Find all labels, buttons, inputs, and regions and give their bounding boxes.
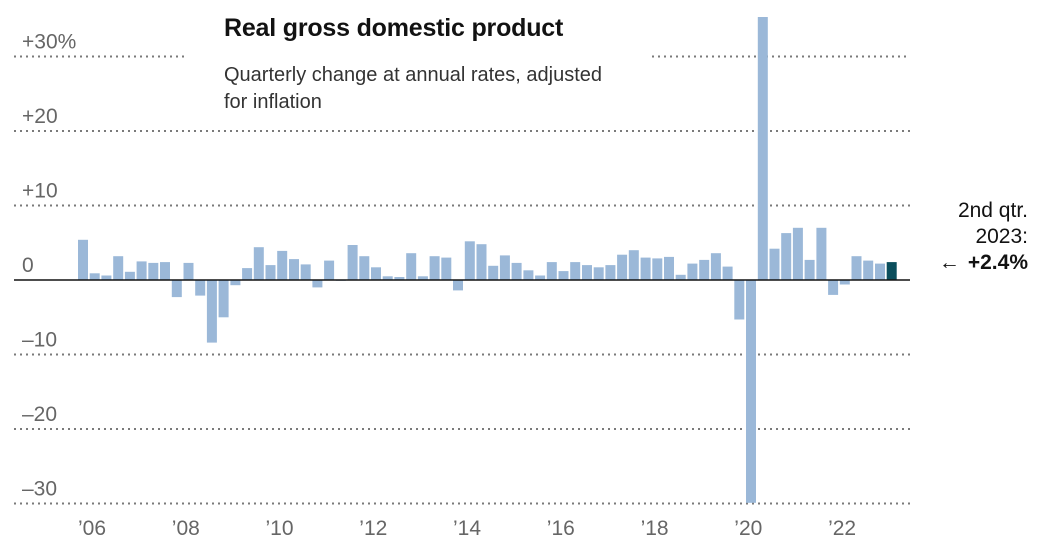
bar	[242, 268, 253, 280]
bar	[511, 262, 522, 280]
bar	[277, 250, 288, 280]
y-tick-label: +10	[22, 180, 58, 203]
bar	[464, 241, 475, 280]
bar	[476, 244, 487, 280]
bar	[710, 253, 721, 280]
bar	[300, 264, 311, 280]
bar	[593, 267, 604, 280]
x-tick-label: ’22	[828, 517, 856, 540]
y-tick-label: +30%	[22, 31, 76, 54]
bar	[746, 280, 756, 503]
bar	[206, 280, 217, 343]
x-axis-tick-labels: ’06 ’08 ’10 ’12 ’14 ’16 ’18 ’20 ’22	[78, 517, 856, 540]
bar	[136, 261, 147, 280]
bar	[687, 263, 698, 280]
bar	[792, 227, 803, 280]
x-tick-label: ’16	[547, 517, 575, 540]
gridlines	[14, 55, 910, 505]
bar	[312, 280, 323, 288]
bar	[382, 276, 393, 280]
bar	[441, 257, 452, 280]
x-tick-label: ’12	[359, 517, 387, 540]
bar	[359, 256, 370, 280]
annotation-value: +2.4%	[967, 251, 1028, 274]
x-tick-label: ’18	[641, 517, 669, 540]
bar	[605, 265, 616, 280]
x-tick-label: ’10	[265, 517, 293, 540]
bar	[406, 253, 417, 280]
bar	[546, 262, 557, 280]
bar	[124, 271, 135, 280]
bar	[171, 280, 182, 298]
latest-quarter-annotation: 2nd qtr. 2023: ← +2.4%	[939, 198, 1028, 276]
bar	[195, 280, 206, 296]
y-tick-label: 0	[22, 254, 34, 277]
y-axis-tick-labels: +30% +20 +10 0 –10 –20 –30	[22, 31, 76, 501]
y-tick-label: +20	[22, 105, 58, 128]
bar	[160, 262, 170, 280]
annotation-period: 2nd qtr.	[957, 199, 1028, 222]
bar	[839, 280, 850, 285]
y-tick-label: –20	[22, 403, 57, 426]
bar	[453, 280, 463, 291]
bar	[265, 265, 276, 280]
bar	[664, 256, 674, 280]
bar	[347, 245, 358, 280]
bar	[148, 262, 159, 280]
bar	[394, 277, 405, 280]
chart-title: Real gross domestic product	[224, 14, 564, 42]
bar	[863, 260, 874, 280]
bar	[230, 280, 241, 286]
bar	[757, 17, 768, 280]
bar	[324, 260, 335, 280]
chart-subtitle: Quarterly change at annual rates, adjust…	[224, 64, 603, 113]
annotation-year: 2023:	[975, 225, 1028, 248]
bar	[628, 250, 639, 280]
left-arrow-icon: ←	[938, 251, 960, 274]
y-tick-label: –10	[22, 329, 57, 352]
bar	[570, 262, 581, 280]
bar	[781, 233, 792, 280]
bar	[828, 280, 839, 295]
bar	[851, 256, 862, 280]
x-tick-label: ’20	[734, 517, 762, 540]
bar	[804, 259, 815, 280]
bar	[816, 227, 827, 280]
x-tick-label: ’06	[78, 517, 106, 540]
x-tick-label: ’08	[172, 517, 200, 540]
bar	[652, 258, 663, 280]
bar	[675, 274, 686, 280]
bar	[488, 265, 499, 280]
bar	[875, 263, 885, 280]
bar	[218, 280, 229, 318]
bar	[78, 239, 88, 280]
bar	[617, 254, 628, 280]
bars	[78, 17, 897, 503]
bar	[417, 276, 428, 280]
bar	[640, 257, 651, 280]
bar	[558, 271, 569, 280]
bar	[734, 280, 745, 320]
bar	[523, 270, 534, 280]
bar	[253, 247, 264, 280]
bar	[535, 275, 546, 280]
bar	[101, 275, 112, 280]
bar	[722, 266, 733, 280]
bar	[499, 255, 510, 280]
bar	[429, 256, 440, 280]
bar-highlight	[886, 262, 897, 280]
bar	[582, 265, 592, 280]
bar	[699, 259, 710, 280]
bar	[371, 267, 381, 280]
bar	[289, 259, 299, 280]
bar	[89, 273, 100, 280]
y-tick-label: –30	[22, 478, 57, 501]
bar	[113, 256, 124, 280]
bar	[183, 262, 194, 280]
bar	[769, 248, 780, 280]
x-tick-label: ’14	[453, 517, 481, 540]
